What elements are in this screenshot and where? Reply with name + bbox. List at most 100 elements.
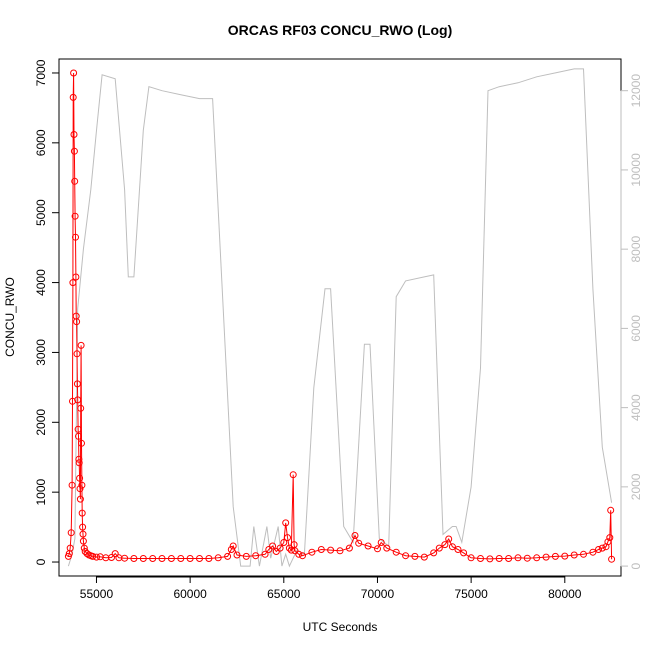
data-point <box>441 541 449 549</box>
data-point <box>70 69 78 77</box>
data-point <box>77 341 85 349</box>
y-tick-label: 3000 <box>34 339 48 366</box>
data-point <box>345 544 353 552</box>
data-point <box>74 425 82 433</box>
y-axis-label: CONCU_RWO <box>3 277 17 357</box>
data-point <box>505 555 513 562</box>
data-point <box>598 544 606 552</box>
data-point <box>295 550 303 558</box>
data-point <box>402 552 410 560</box>
data-point <box>495 555 503 562</box>
x-tick-label: 55000 <box>80 587 114 601</box>
y2-tick-label: 8000 <box>629 235 643 262</box>
y-tick-label: 2000 <box>34 409 48 436</box>
data-point <box>561 552 569 560</box>
data-point <box>69 279 77 287</box>
data-point <box>336 547 344 555</box>
data-point <box>327 546 335 554</box>
data-point <box>73 350 81 358</box>
data-point <box>73 318 81 326</box>
data-point <box>486 555 494 563</box>
data-point <box>374 545 381 553</box>
data-point <box>67 529 75 537</box>
data-point <box>607 506 615 514</box>
data-point <box>285 544 293 552</box>
x-axis-label: UTC Seconds <box>303 620 378 634</box>
data-point <box>75 455 83 463</box>
data-point <box>291 547 299 555</box>
data-point <box>551 552 559 560</box>
x-tick-label: 65000 <box>267 587 301 601</box>
data-point <box>364 542 372 550</box>
data-point <box>595 546 602 553</box>
data-point <box>74 396 82 404</box>
data-point <box>445 535 453 543</box>
data-point <box>580 550 587 558</box>
data-point <box>75 459 83 467</box>
data-point <box>411 552 419 560</box>
data-point <box>460 549 468 557</box>
data-point <box>139 555 147 562</box>
data-point <box>70 147 78 155</box>
data-point <box>282 519 290 527</box>
data-point <box>149 555 157 562</box>
primary-series-line <box>67 72 613 560</box>
data-point <box>75 432 82 440</box>
data-point <box>167 555 175 562</box>
y2-tick-label: 6000 <box>629 315 643 342</box>
data-point <box>604 538 612 546</box>
data-point <box>76 474 84 482</box>
y2-tick-label: 12000 <box>629 74 643 108</box>
y-axis-right: 0 2000 4000 6000 8000 10000 12000 <box>620 74 643 569</box>
data-point <box>81 548 89 555</box>
data-point <box>71 212 79 220</box>
data-point <box>196 555 203 562</box>
chart-title: ORCAS RF03 CONCU_RWO (Log) <box>228 22 453 38</box>
data-point <box>269 542 277 550</box>
data-point <box>79 537 87 545</box>
data-point <box>68 481 76 489</box>
data-point <box>514 554 522 562</box>
data-point <box>72 233 79 241</box>
data-point <box>79 530 87 538</box>
data-point <box>261 550 269 558</box>
y-tick-label: 5000 <box>34 199 48 226</box>
y2-tick-label: 0 <box>629 562 643 569</box>
data-point <box>467 554 475 562</box>
data-point <box>477 555 484 562</box>
data-point <box>72 273 80 281</box>
data-point <box>265 546 273 553</box>
data-point <box>205 555 213 562</box>
data-point <box>454 546 462 553</box>
y-tick-label: 0 <box>34 558 48 565</box>
data-point <box>351 532 359 539</box>
data-point <box>158 555 166 562</box>
data-point <box>69 93 77 101</box>
data-point <box>83 550 91 558</box>
data-point <box>186 555 194 562</box>
data-point <box>70 131 78 138</box>
data-point <box>377 539 385 546</box>
data-point <box>229 542 237 550</box>
data-point <box>252 552 260 560</box>
y-axis-left: 0 1000 2000 3000 4000 5000 6000 7000 <box>34 59 60 565</box>
data-point <box>76 495 84 503</box>
data-point <box>430 549 438 557</box>
data-point <box>435 544 443 552</box>
data-point <box>533 554 541 562</box>
data-point <box>276 544 284 552</box>
data-point <box>64 552 72 560</box>
data-point <box>589 548 597 556</box>
data-point <box>89 552 97 560</box>
data-point <box>287 546 295 554</box>
y-tick-label: 1000 <box>34 478 48 505</box>
data-point <box>392 548 400 556</box>
data-point <box>66 544 74 552</box>
data-point <box>130 555 138 562</box>
y2-tick-label: 4000 <box>629 394 643 421</box>
data-point <box>289 471 297 479</box>
data-point <box>69 397 76 405</box>
x-tick-label: 60000 <box>173 587 207 601</box>
data-point <box>78 509 86 517</box>
